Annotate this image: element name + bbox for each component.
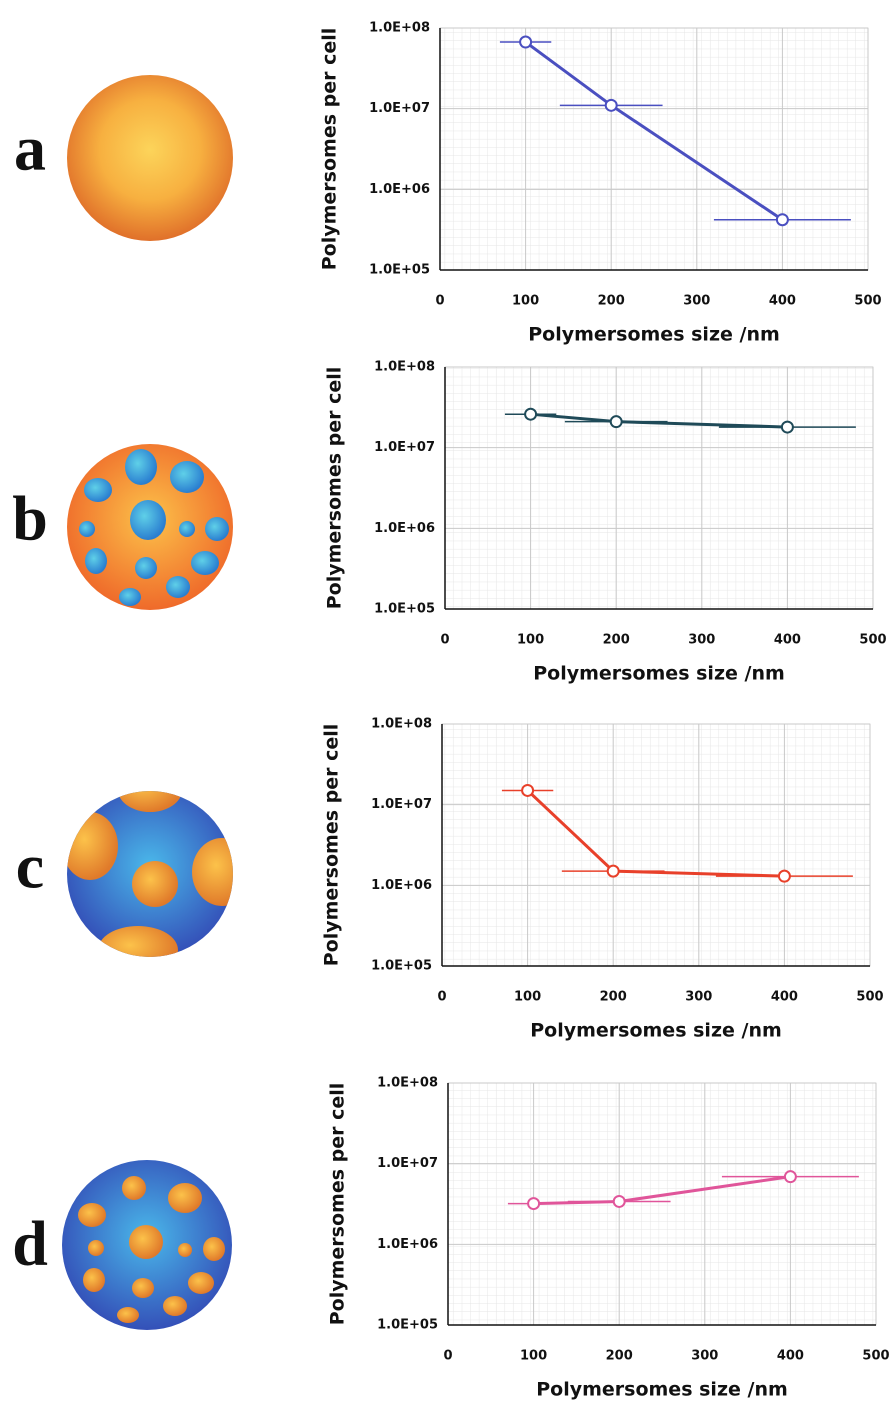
y-tick-label: 1.0E+08 (369, 21, 430, 36)
y-tick-label: 1.0E+06 (369, 182, 430, 197)
x-tick-label: 200 (603, 633, 630, 648)
plot-background (444, 366, 874, 610)
x-tick-label: 200 (600, 990, 627, 1005)
y-tick-label: 1.0E+06 (377, 1237, 438, 1252)
panel-label: d (12, 1208, 48, 1279)
data-point (524, 407, 538, 421)
particle-d (62, 1160, 232, 1330)
data-point (775, 213, 789, 227)
x-tick-label: 300 (691, 1349, 718, 1364)
x-tick-label: 500 (854, 294, 881, 309)
plot-background (439, 27, 869, 271)
plot-background (441, 723, 871, 967)
x-tick-label: 100 (520, 1349, 547, 1364)
data-point (606, 864, 620, 878)
x-axis-label: Polymersomes size /nm (533, 663, 785, 685)
y-tick-label: 1.0E+06 (371, 878, 432, 893)
x-tick-label: 100 (514, 990, 541, 1005)
data-point (783, 1170, 797, 1184)
x-tick-label: 400 (777, 1349, 804, 1364)
y-tick-label: 1.0E+08 (374, 360, 435, 375)
panel-label: a (14, 113, 46, 184)
data-point (609, 415, 623, 429)
y-tick-label: 1.0E+08 (377, 1076, 438, 1091)
data-point (780, 420, 794, 434)
y-axis-label: Polymersomes per cell (319, 28, 341, 271)
y-axis-label: Polymersomes per cell (324, 367, 346, 610)
x-tick-label: 400 (774, 633, 801, 648)
y-tick-label: 1.0E+05 (369, 263, 430, 278)
data-point (519, 35, 533, 49)
x-tick-label: 300 (683, 294, 710, 309)
y-axis-label: Polymersomes per cell (327, 1083, 349, 1326)
particle-b (67, 444, 233, 610)
x-axis-label: Polymersomes size /nm (536, 1379, 788, 1401)
y-tick-label: 1.0E+05 (374, 602, 435, 617)
x-axis-label: Polymersomes size /nm (528, 324, 780, 346)
particle-c (67, 791, 233, 957)
y-tick-label: 1.0E+07 (377, 1156, 438, 1171)
x-tick-label: 200 (606, 1349, 633, 1364)
x-tick-label: 100 (512, 294, 539, 309)
y-tick-label: 1.0E+05 (377, 1318, 438, 1333)
y-axis-label: Polymersomes per cell (321, 724, 343, 967)
data-point (521, 783, 535, 797)
data-point (777, 869, 791, 883)
x-tick-label: 0 (437, 990, 446, 1005)
panel-label: b (12, 483, 48, 554)
x-tick-label: 100 (517, 633, 544, 648)
data-point (604, 98, 618, 112)
x-tick-label: 0 (435, 294, 444, 309)
x-tick-label: 500 (859, 633, 886, 648)
y-tick-label: 1.0E+07 (374, 440, 435, 455)
x-tick-label: 0 (443, 1349, 452, 1364)
x-axis-label: Polymersomes size /nm (530, 1020, 782, 1042)
x-tick-label: 0 (440, 633, 449, 648)
panel-label: c (16, 831, 44, 902)
x-tick-label: 300 (688, 633, 715, 648)
particle-a (67, 75, 233, 241)
x-tick-label: 500 (856, 990, 883, 1005)
data-point (612, 1194, 626, 1208)
y-tick-label: 1.0E+07 (371, 797, 432, 812)
x-tick-label: 400 (771, 990, 798, 1005)
data-point (527, 1197, 541, 1211)
x-tick-label: 200 (598, 294, 625, 309)
y-tick-label: 1.0E+05 (371, 959, 432, 974)
x-tick-label: 500 (862, 1349, 889, 1364)
x-tick-label: 400 (769, 294, 796, 309)
y-tick-label: 1.0E+06 (374, 521, 435, 536)
y-tick-label: 1.0E+08 (371, 717, 432, 732)
y-tick-label: 1.0E+07 (369, 101, 430, 116)
x-tick-label: 300 (685, 990, 712, 1005)
